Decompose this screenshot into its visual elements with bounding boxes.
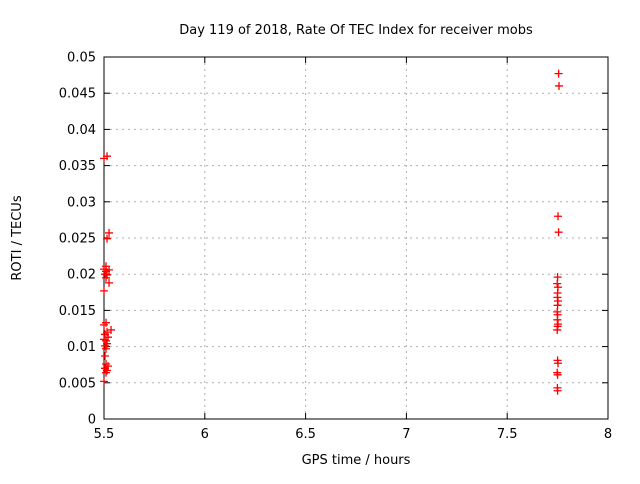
y-tick-label: 0.025 (59, 232, 96, 247)
x-axis-label: GPS time / hours (302, 453, 411, 468)
x-tick-label: 6 (201, 427, 209, 442)
y-tick-label: 0.05 (67, 51, 96, 66)
data-point-marker (102, 344, 111, 353)
data-point-marker (102, 368, 111, 377)
data-point-marker (554, 212, 563, 221)
y-tick-label: 0 (88, 413, 96, 428)
data-point-marker (554, 228, 563, 237)
data-point-marker (107, 325, 116, 334)
x-tick-label: 8 (604, 427, 612, 442)
tick-labels: 5.5 6 6.5 7 7.5 8 0 0.005 0.01 0.015 0.02 0.025 0.03… (59, 51, 612, 443)
data-point-marker (102, 273, 111, 282)
chart-title: Day 119 of 2018, Rate Of TEC Index for r… (179, 23, 533, 38)
x-tick-label: 5.5 (94, 427, 115, 442)
data-point-marker (103, 234, 112, 243)
data-point-marker (103, 152, 112, 161)
y-tick-label: 0.04 (67, 123, 96, 138)
y-tick-label: 0.015 (59, 304, 96, 319)
data-point-marker (553, 279, 562, 288)
data-point-marker (100, 335, 108, 344)
data-points (100, 69, 564, 395)
data-point-marker (101, 352, 110, 361)
data-point-marker (105, 228, 114, 237)
gridlines (104, 57, 608, 419)
data-point-marker (554, 359, 563, 368)
data-point-marker (554, 69, 563, 78)
data-point-marker (553, 370, 562, 379)
y-tick-label: 0.005 (59, 376, 96, 391)
data-point-marker (105, 278, 114, 287)
y-tick-label: 0.01 (67, 340, 96, 355)
data-point-marker (100, 320, 108, 329)
data-point-marker (100, 286, 108, 295)
data-point-marker (555, 81, 564, 90)
x-tick-label: 7 (402, 427, 410, 442)
y-tick-label: 0.03 (67, 195, 96, 210)
x-tick-label: 7.5 (497, 427, 518, 442)
data-point-marker (553, 325, 562, 334)
data-point-marker (100, 377, 108, 386)
x-tick-label: 6.5 (295, 427, 316, 442)
data-point-marker (553, 386, 562, 395)
y-tick-label: 0.045 (59, 87, 96, 102)
y-tick-label: 0.035 (59, 159, 96, 174)
data-point-marker (104, 333, 113, 342)
y-tick-label: 0.02 (67, 268, 96, 283)
data-point-marker (101, 270, 110, 279)
y-axis-label: ROTI / TECUs (10, 195, 25, 280)
